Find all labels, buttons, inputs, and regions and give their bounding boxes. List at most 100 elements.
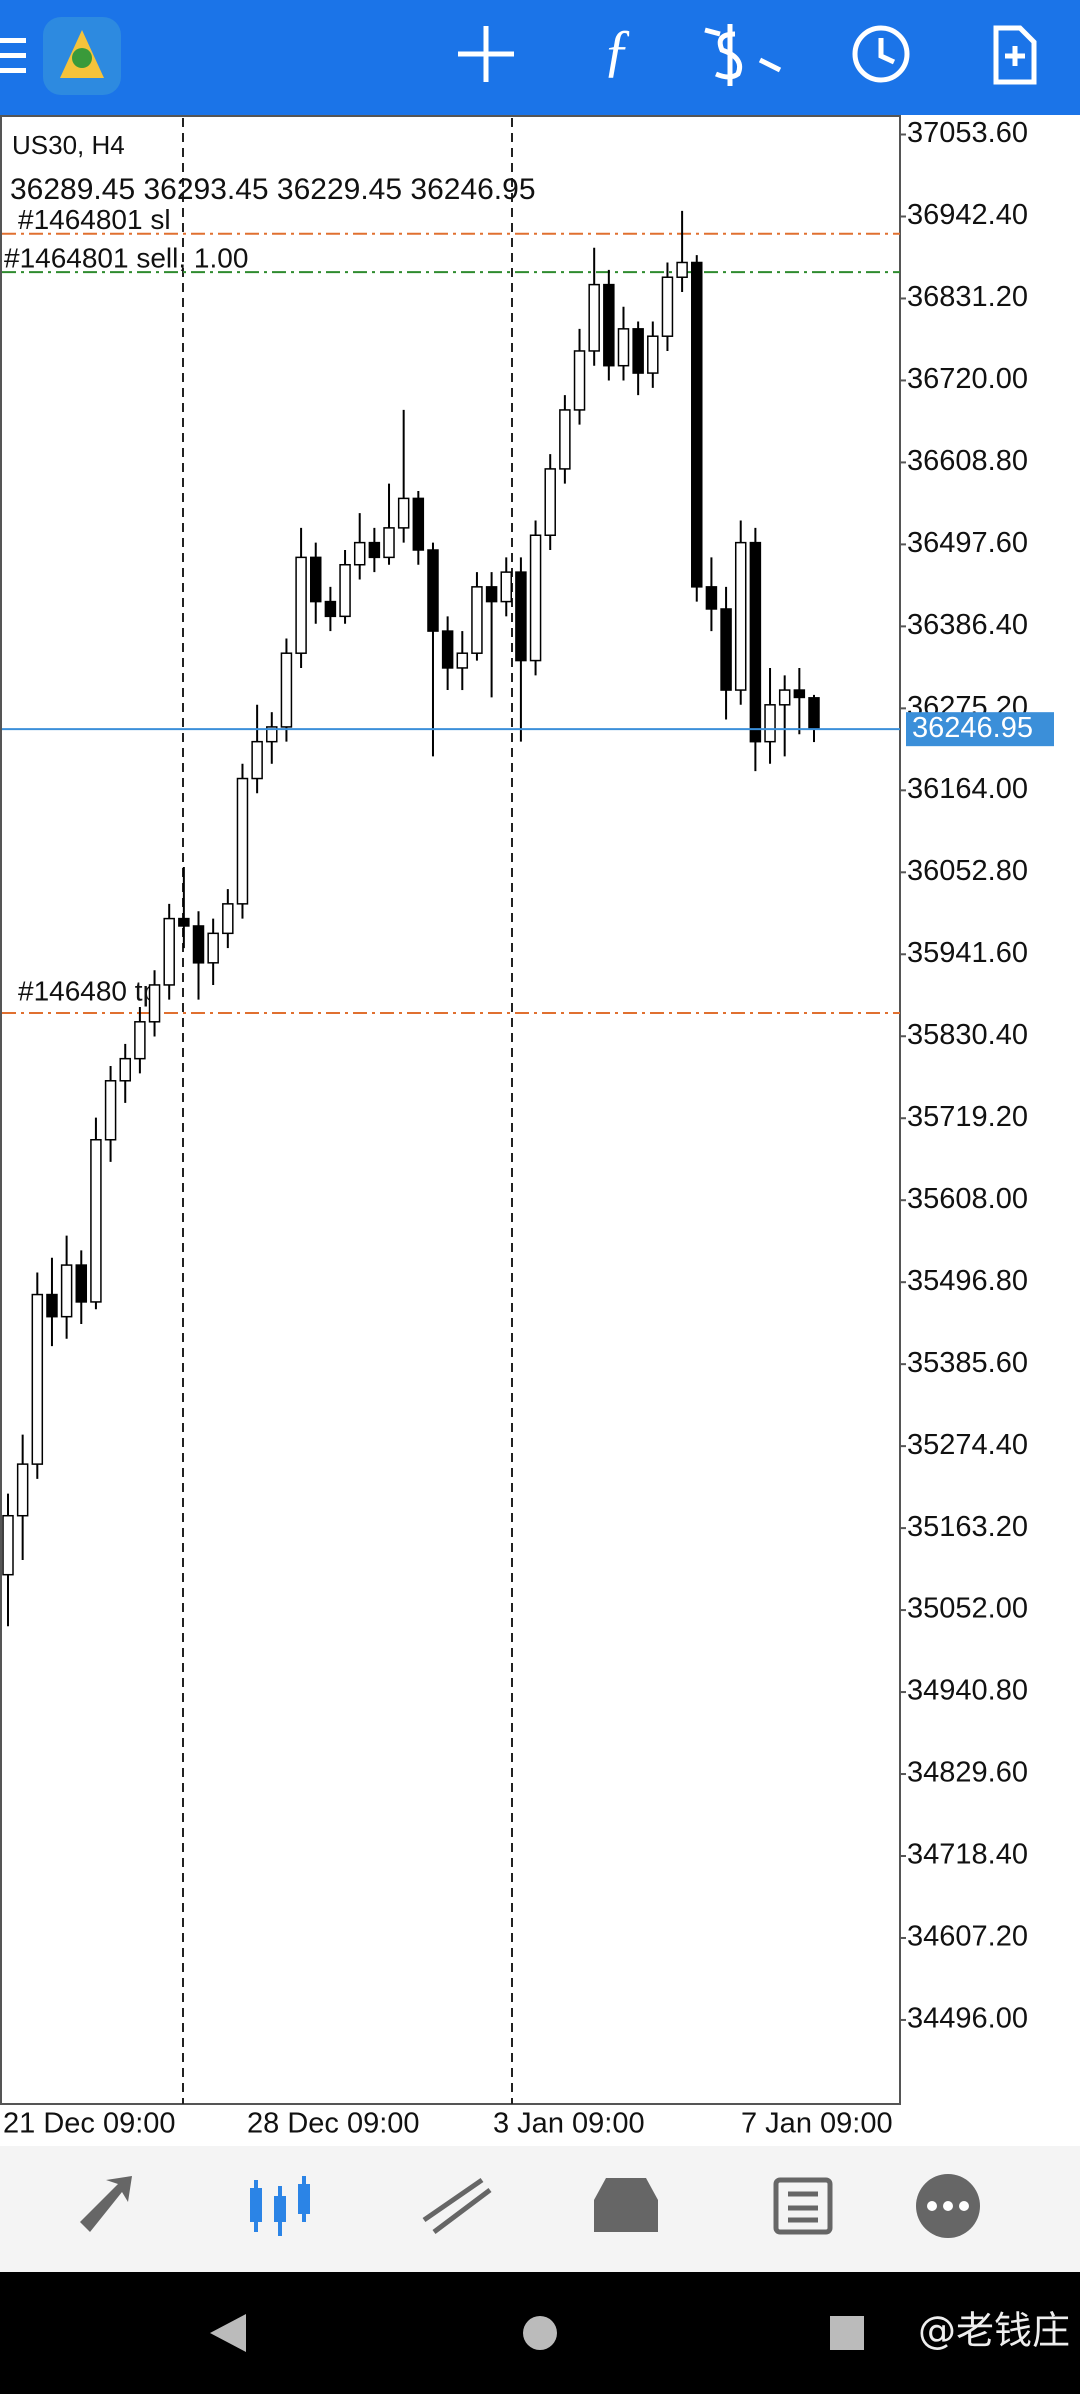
messages-tab[interactable] (916, 2174, 980, 2238)
y-tick-label: 34496.00 (907, 2003, 1028, 2035)
candle-body (148, 984, 161, 1023)
y-tick-label: 35274.40 (907, 1429, 1028, 1461)
trade-button[interactable] (704, 24, 782, 86)
order-label: #1464801 sl (18, 204, 171, 235)
candle-body (441, 630, 454, 669)
candle-body (75, 1264, 88, 1303)
candle-body (2, 1514, 14, 1576)
candle-body (383, 527, 395, 559)
candle-body (412, 497, 425, 551)
candle-body (573, 350, 586, 411)
candle-body (251, 740, 263, 780)
candle-body (31, 1293, 44, 1465)
candle-body (266, 726, 278, 743)
y-tick-label: 36720.00 (907, 363, 1028, 395)
candle-body (192, 925, 205, 964)
candle-body (324, 600, 337, 618)
y-tick-label: 36164.00 (907, 773, 1028, 805)
candle-body (559, 409, 571, 470)
candle-body (119, 1057, 131, 1082)
order-label: #146480 tp (18, 975, 158, 1006)
candle-body (529, 534, 542, 662)
toolbar (0, 0, 1080, 115)
y-tick-label: 35385.60 (907, 1347, 1028, 1379)
y-tick-label: 34829.60 (907, 1757, 1028, 1789)
candle-body (778, 689, 791, 706)
candle-body (500, 571, 513, 603)
candle-body (632, 328, 644, 374)
x-tick-label: 3 Jan 09:00 (493, 2108, 645, 2140)
y-tick-label: 35830.40 (907, 1019, 1028, 1051)
candle-body (588, 283, 600, 352)
candle-body (471, 586, 483, 654)
y-tick-label: 35052.00 (907, 1593, 1028, 1625)
chart-tab[interactable] (250, 2176, 310, 2236)
home-button[interactable] (523, 2316, 557, 2350)
order-label: #1464801 sell, 1.00 (4, 242, 248, 273)
x-tick-label: 28 Dec 09:00 (247, 2108, 420, 2140)
candle-body (749, 541, 762, 743)
candle-body (134, 1021, 146, 1060)
x-tick-label: 21 Dec 09:00 (3, 2108, 176, 2140)
y-tick-label: 35163.20 (907, 1511, 1028, 1543)
bottom-nav (0, 2146, 1080, 2272)
y-tick-label: 35941.60 (907, 937, 1028, 969)
candle-body (808, 697, 820, 730)
y-tick-label: 35608.00 (907, 1183, 1028, 1215)
candle-body (163, 917, 175, 986)
candle-body (691, 261, 703, 588)
watermark: @老钱庄 (918, 2309, 1070, 2353)
candle-body (456, 652, 469, 669)
chart-frame (0, 115, 901, 2105)
candle-body (236, 777, 249, 905)
recents-button[interactable] (830, 2316, 864, 2350)
crosshair-button[interactable] (458, 26, 514, 82)
back-button[interactable] (210, 2314, 246, 2352)
y-tick-label: 34940.80 (907, 1675, 1028, 1707)
candle-body (90, 1139, 102, 1303)
candle-body (720, 608, 732, 691)
candle-body (397, 497, 410, 529)
candle-body (603, 283, 615, 367)
candle-body (676, 261, 688, 278)
candle-body (544, 468, 556, 537)
app-logo[interactable] (43, 17, 121, 95)
ohlc-label: 36289.45 36293.45 36229.45 36246.95 (10, 173, 536, 206)
y-tick-label: 35496.80 (907, 1265, 1028, 1297)
candle-body (178, 917, 190, 927)
indicators-button[interactable]: ƒ (603, 17, 632, 82)
candle-body (515, 571, 527, 662)
y-tick-label: 36052.80 (907, 855, 1028, 887)
x-tick-label: 7 Jan 09:00 (741, 2108, 893, 2140)
symbol-label: US30, H4 (12, 130, 125, 160)
candle-body (222, 903, 234, 935)
candle-body (617, 328, 630, 367)
y-tick-label: 34607.20 (907, 1921, 1028, 1953)
y-tick-label: 34718.40 (907, 1839, 1028, 1871)
candle-body (16, 1463, 29, 1517)
y-tick-label: 35719.20 (907, 1101, 1028, 1133)
y-tick-label: 36942.40 (907, 199, 1028, 231)
candle-body (485, 586, 498, 603)
candle-body (647, 335, 659, 374)
candle-body (295, 556, 307, 654)
last-price-box (906, 712, 1054, 747)
news-tab[interactable] (773, 2177, 833, 2235)
quotes-tab[interactable] (80, 2176, 132, 2232)
new-order-button[interactable] (993, 25, 1037, 85)
y-tick-label: 36831.20 (907, 281, 1028, 313)
candle-body (793, 689, 806, 699)
y-tick-label: 36386.40 (907, 609, 1028, 641)
candle-body (207, 932, 219, 964)
trade-tab[interactable] (422, 2177, 492, 2234)
y-tick-label: 36608.80 (907, 445, 1028, 477)
y-tick-label: 37053.60 (907, 117, 1028, 149)
candle-body (368, 541, 381, 559)
candle-body (280, 652, 293, 728)
candle-body (46, 1293, 58, 1318)
timeframe-button[interactable] (852, 25, 910, 83)
candle-body (353, 541, 366, 566)
candle-body (734, 541, 747, 691)
menu-button[interactable] (0, 38, 26, 73)
history-tab[interactable] (594, 2178, 658, 2232)
